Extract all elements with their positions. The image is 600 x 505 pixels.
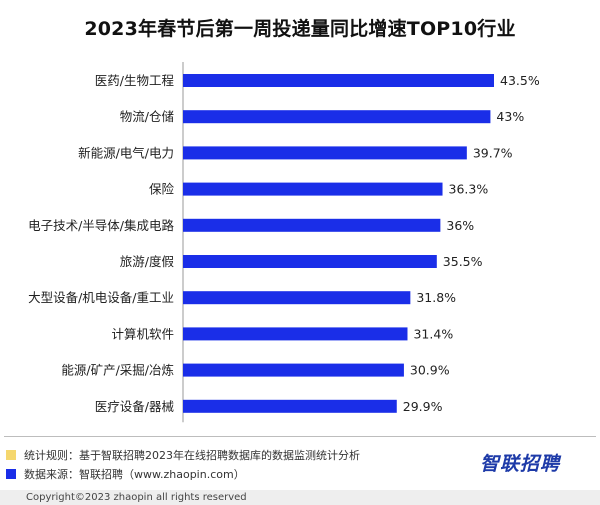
chart-title: 2023年春节后第一周投递量同比增速TOP10行业 [84,18,516,40]
note-rule-text: 统计规则：基于智联招聘2023年在线招聘数据库的数据监测统计分析 [24,448,360,462]
note-source-swatch [6,468,16,479]
bar [183,146,467,160]
value-label: 39.7% [473,145,513,160]
bar [183,74,494,87]
value-label: 30.9% [410,363,450,378]
zhaopin-logo: 智联招聘 [480,453,561,475]
value-label: 43% [496,109,524,124]
bar [183,399,397,413]
category-label: 计算机软件 [111,326,174,341]
note-rule: 统计规则：基于智联招聘2023年在线招聘数据库的数据监测统计分析 [6,445,360,464]
category-label: 医药/生物工程 [95,73,175,88]
category-label: 医疗设备/器械 [95,399,175,414]
value-label: 36.3% [449,182,489,197]
notes: 统计规则：基于智联招聘2023年在线招聘数据库的数据监测统计分析 数据来源：智联… [6,445,360,483]
category-label: 新能源/电气/电力 [78,145,174,160]
category-label: 旅游/度假 [120,254,175,269]
bar [183,110,491,124]
bar [183,363,404,377]
note-source-text: 数据来源：智联招聘（www.zhaopin.com） [24,467,245,481]
value-label: 29.9% [403,399,443,414]
value-label: 31.4% [413,326,453,341]
category-label: 保险 [149,182,175,197]
footer-divider [4,436,596,437]
bar-chart: 医药/生物工程 43.5% 物流/仓储 43% 新能源/电气/电力 39.7% 保险 36.3… [28,62,540,423]
bar [183,327,408,341]
bar [183,182,443,196]
category-label: 物流/仓储 [120,109,174,124]
note-rule-swatch [6,449,16,460]
value-label: 35.5% [443,254,483,269]
bar [183,255,437,268]
category-label: 电子技术/半导体/集成电路 [28,218,174,233]
value-label: 31.8% [416,290,456,305]
copyright: Copyright©2023 zhaopin all rights reserv… [0,490,600,505]
value-label: 43.5% [500,73,540,88]
value-label: 36% [446,218,474,233]
bar [183,218,441,232]
category-label: 大型设备/机电设备/重工业 [28,290,174,305]
bar [183,291,411,305]
category-label: 能源/矿产/采掘/冶炼 [61,363,174,378]
note-source: 数据来源：智联招聘（www.zhaopin.com） [6,464,360,483]
